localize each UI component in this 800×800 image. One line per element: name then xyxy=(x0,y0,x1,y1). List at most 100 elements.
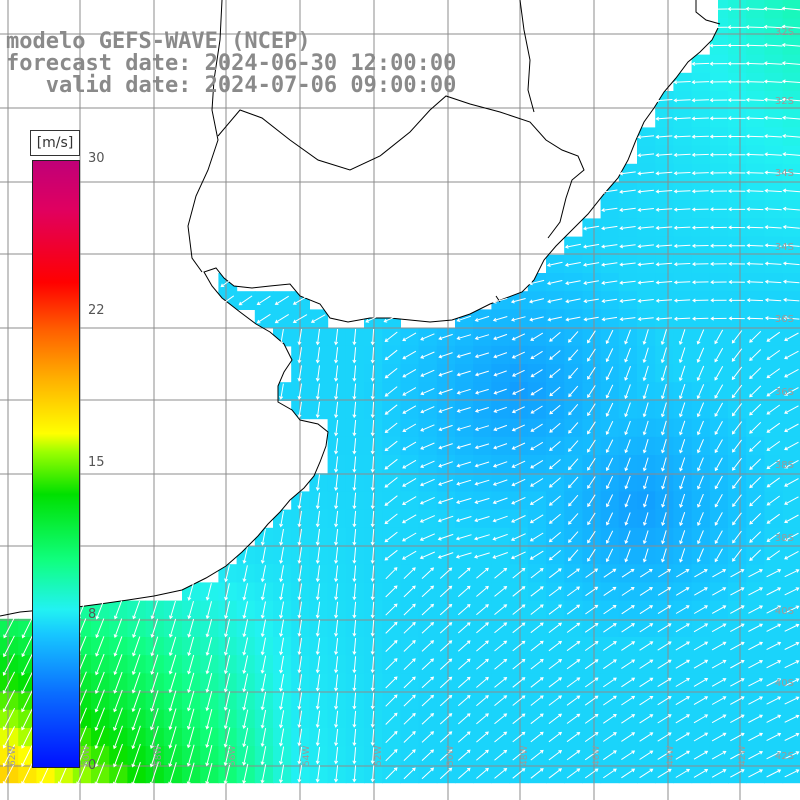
wind-arrow xyxy=(420,406,435,414)
wind-arrow xyxy=(549,404,561,415)
wind-arrow xyxy=(476,567,489,579)
wind-arrow xyxy=(439,640,453,652)
wind-arrow xyxy=(582,262,600,267)
wind-arrow xyxy=(401,496,417,505)
wind-arrow xyxy=(384,477,398,488)
wind-arrow xyxy=(474,479,490,486)
wind-arrow xyxy=(242,709,249,730)
wind-arrow xyxy=(242,619,248,638)
wind-arrow xyxy=(548,513,561,524)
wind-arrow xyxy=(655,244,673,249)
coastline xyxy=(0,27,719,617)
wind-arrow xyxy=(334,710,339,728)
wind-arrow xyxy=(511,496,526,505)
wind-arrow xyxy=(696,439,704,454)
wind-arrow xyxy=(655,153,673,158)
wind-arrow xyxy=(150,618,159,638)
wind-arrow xyxy=(673,98,691,103)
wind-arrow xyxy=(642,383,649,400)
wind-arrow xyxy=(402,405,417,414)
wind-arrow xyxy=(693,769,709,778)
wind-arrow xyxy=(315,747,321,765)
wind-arrow xyxy=(732,476,742,489)
wind-arrow xyxy=(279,601,284,619)
wind-arrow xyxy=(402,459,417,469)
wind-arrow xyxy=(691,243,709,248)
wind-arrow xyxy=(564,243,581,249)
wind-arrow xyxy=(766,751,782,760)
wind-arrow xyxy=(749,476,762,489)
wind-arrow xyxy=(492,497,508,505)
wind-arrow xyxy=(584,768,599,779)
wind-arrow xyxy=(530,441,544,451)
wind-arrow xyxy=(419,551,436,560)
wind-arrow xyxy=(566,659,581,670)
wind-arrow xyxy=(401,550,417,560)
wind-arrow xyxy=(297,583,302,601)
wind-arrow xyxy=(784,605,800,614)
wind-arrow xyxy=(782,133,800,138)
wind-arrow xyxy=(2,707,16,731)
wind-arrow xyxy=(711,623,727,633)
wind-arrow xyxy=(352,328,357,346)
wind-arrow xyxy=(691,207,709,212)
wind-arrow xyxy=(766,531,780,542)
wind-arrow xyxy=(476,731,489,743)
wind-arrow xyxy=(745,97,764,102)
wind-arrow xyxy=(603,732,617,742)
wind-arrow xyxy=(639,659,654,669)
wind-arrow xyxy=(403,694,416,707)
wind-arrow xyxy=(370,656,375,674)
wind-arrow xyxy=(655,98,673,103)
wind-arrow xyxy=(529,298,545,304)
wind-arrow xyxy=(732,530,742,544)
wind-arrow xyxy=(456,443,472,450)
wind-arrow xyxy=(438,461,453,468)
wind-arrow xyxy=(657,696,672,706)
wind-arrow xyxy=(566,622,581,633)
wind-arrow xyxy=(419,478,435,487)
land-area xyxy=(0,0,718,616)
wind-arrow xyxy=(763,6,783,11)
wind-arrow xyxy=(639,569,653,578)
wind-arrow xyxy=(334,365,339,382)
wind-arrow xyxy=(334,674,339,692)
wind-arrow xyxy=(567,513,579,525)
wind-arrow xyxy=(655,116,673,121)
wind-arrow xyxy=(530,622,544,634)
wind-arrow xyxy=(457,622,471,634)
wind-arrow xyxy=(564,262,581,267)
lon-label: 46W xyxy=(592,745,602,766)
wind-arrow xyxy=(113,707,123,731)
wind-arrow xyxy=(401,532,417,542)
wind-arrow xyxy=(584,641,599,652)
wind-arrow xyxy=(168,654,177,675)
wind-arrow xyxy=(494,695,508,706)
wind-arrow xyxy=(352,365,357,382)
wind-arrow xyxy=(745,79,765,84)
wind-arrow xyxy=(657,587,672,596)
wind-arrow xyxy=(731,366,743,381)
wind-arrow xyxy=(187,582,194,601)
wind-arrow xyxy=(297,365,302,382)
wind-arrow xyxy=(658,569,672,578)
wind-arrow xyxy=(567,331,579,343)
wind-arrow xyxy=(420,442,435,450)
wind-arrow xyxy=(187,672,195,694)
wind-arrow xyxy=(242,601,248,619)
wind-arrow xyxy=(510,298,526,304)
wind-arrow xyxy=(224,601,230,619)
wind-arrow xyxy=(587,457,596,471)
wind-arrow xyxy=(310,314,326,323)
wind-arrow xyxy=(714,366,724,381)
wind-arrow xyxy=(187,618,195,638)
wind-arrow xyxy=(727,152,746,157)
wind-arrow xyxy=(402,441,417,451)
wind-arrow xyxy=(784,569,800,578)
wind-arrow xyxy=(639,587,653,596)
wind-arrow xyxy=(334,583,339,601)
wind-arrow xyxy=(334,692,339,710)
wind-arrow xyxy=(476,640,489,652)
wind-arrow xyxy=(639,696,654,706)
wind-arrow xyxy=(94,725,105,750)
